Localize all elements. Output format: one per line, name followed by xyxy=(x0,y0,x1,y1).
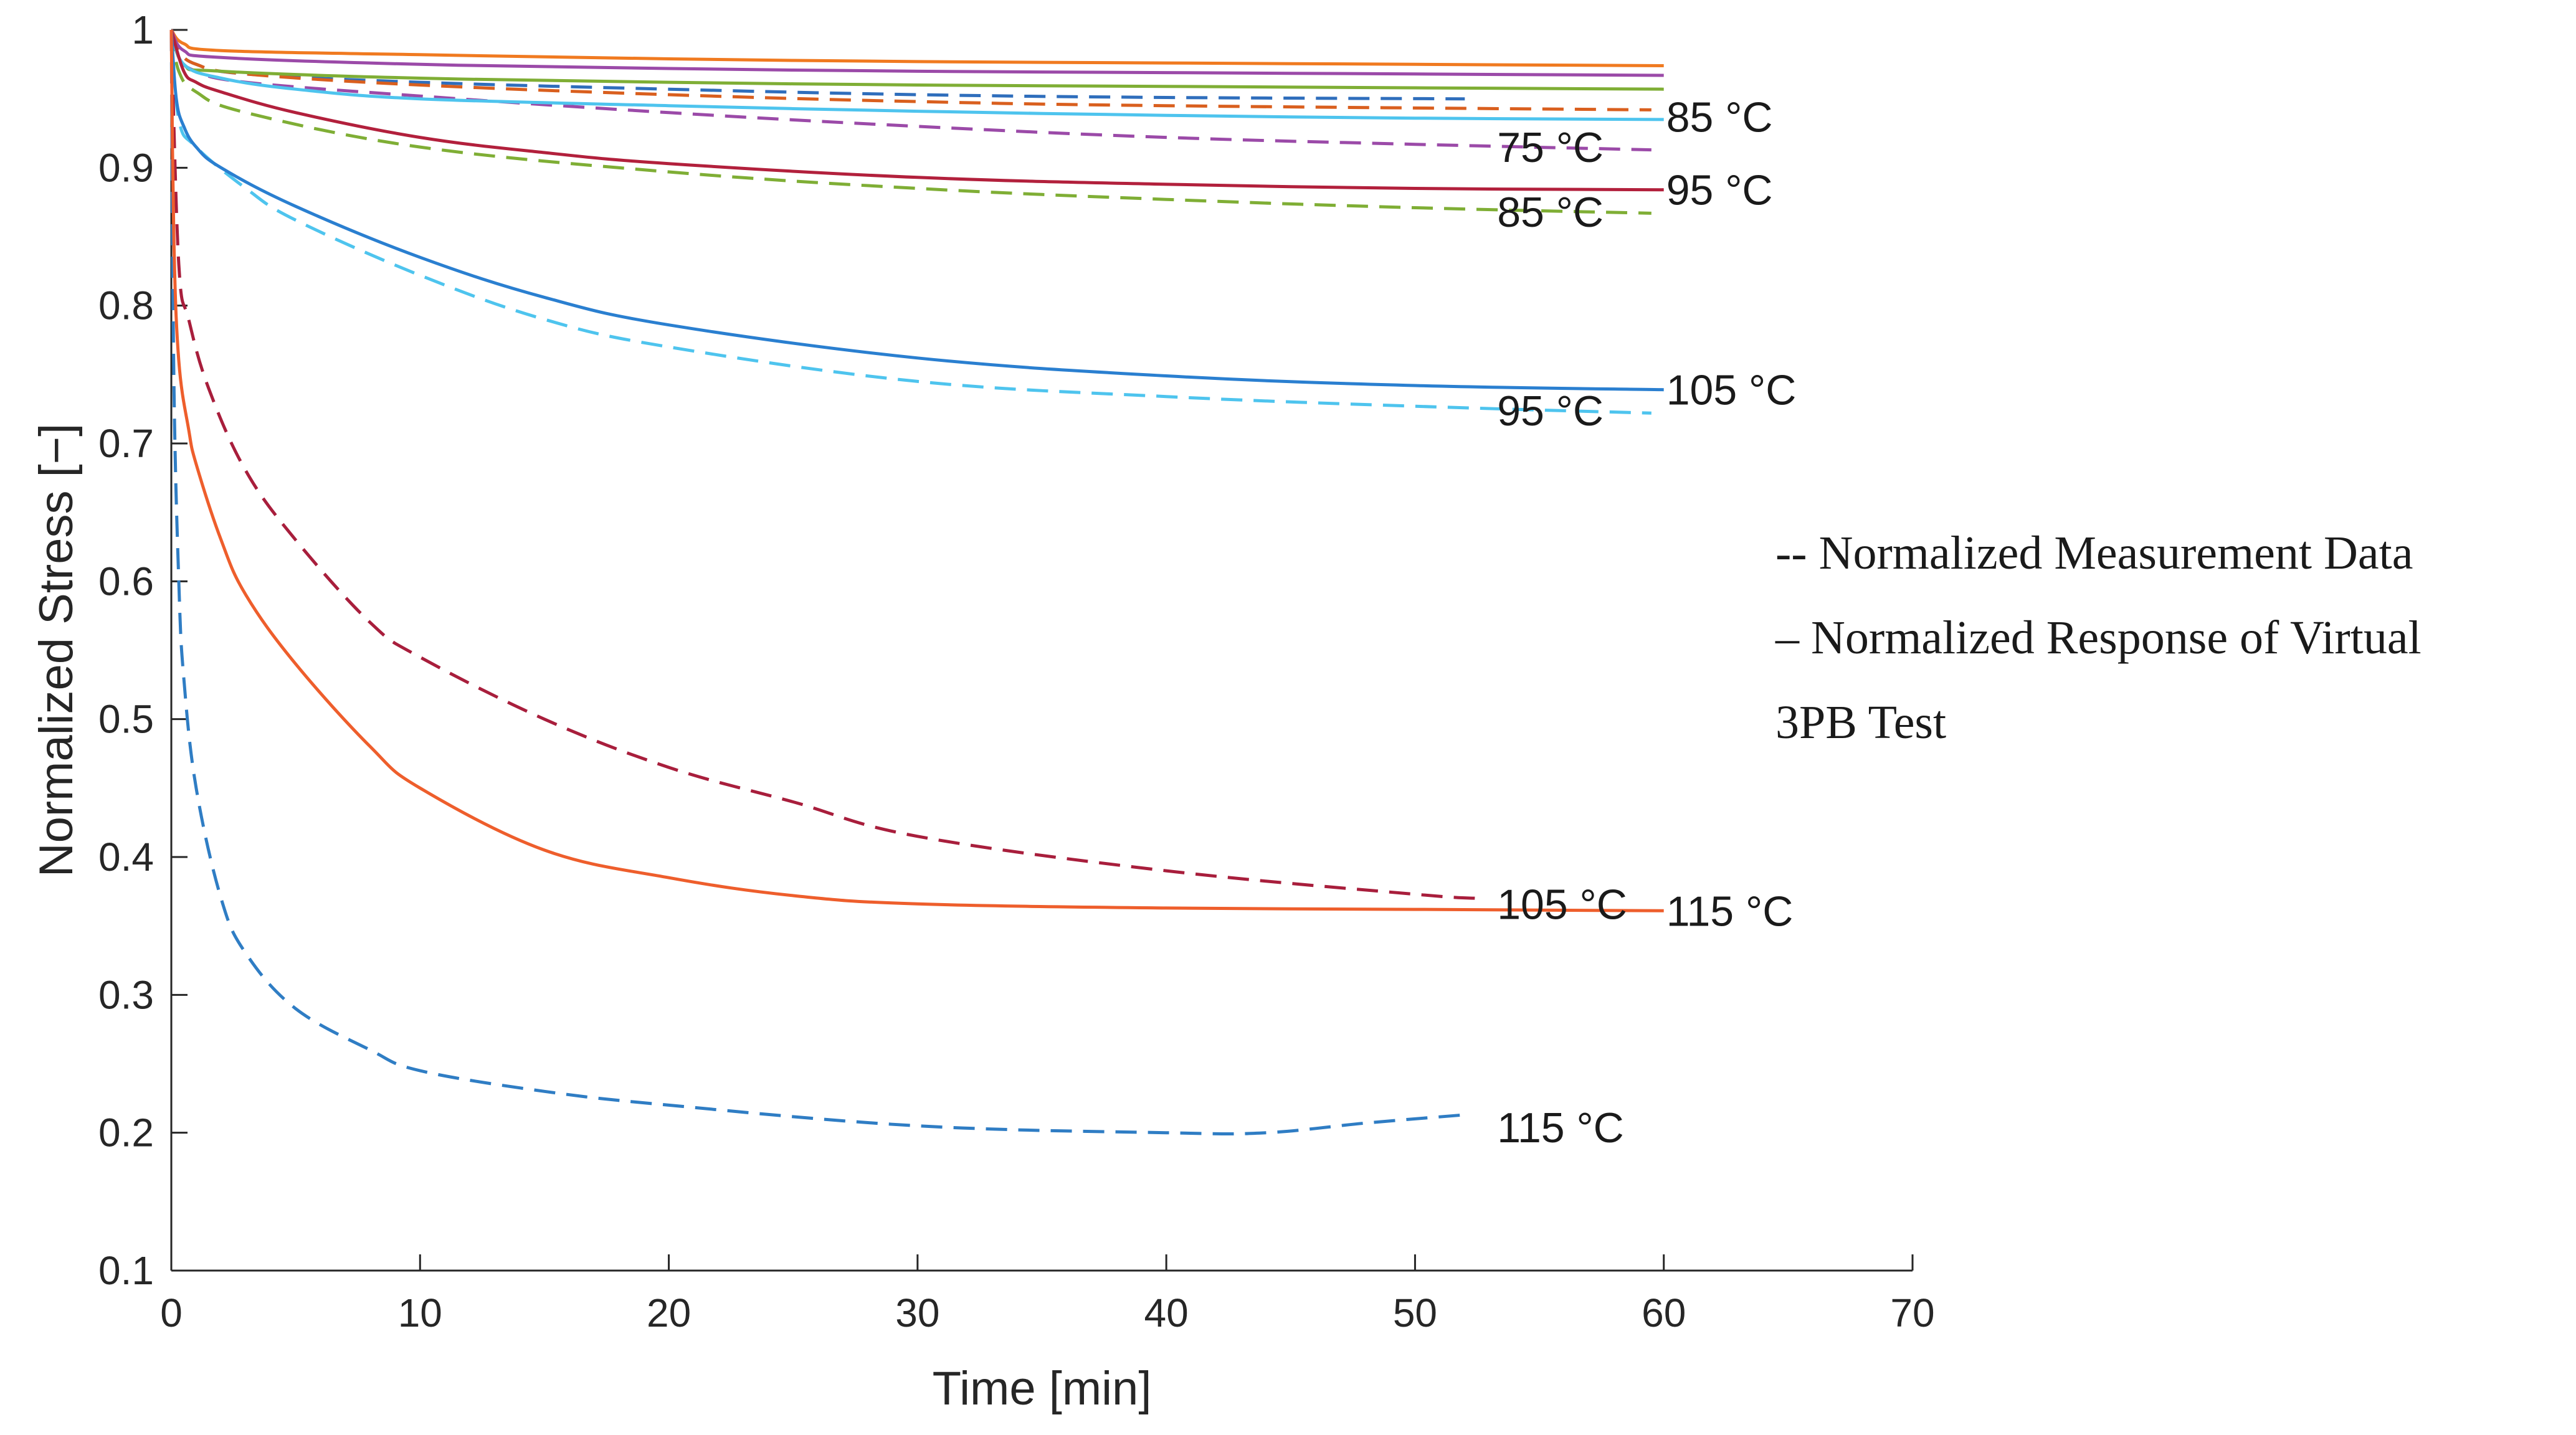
series-line-virtual-85-c xyxy=(169,29,1664,121)
y-tick-label: 0.1 xyxy=(98,1248,154,1293)
y-tick-label: 0.2 xyxy=(98,1111,154,1155)
axes-group: 0 10 20 30 40 50 60 70 0.1 0.2 0.3 0.4 0.5 0.6 0.7 0.8 0… xyxy=(98,7,1935,1335)
series-line-measured-65-c xyxy=(169,29,1652,111)
x-tick-label: 30 xyxy=(895,1291,939,1335)
series-line-measured-85-c xyxy=(169,29,1652,215)
y-tick-label: 1 xyxy=(131,7,154,52)
x-tick-label: 20 xyxy=(647,1291,691,1335)
series-line-measured-105-c xyxy=(169,29,1478,900)
series-line-measured-95-c xyxy=(169,29,1652,415)
curve-temperature-label: 105 °C xyxy=(1666,367,1797,414)
legend-entry-virtual-continued: 3PB Test xyxy=(1775,696,1947,749)
x-tick-label: 10 xyxy=(398,1291,442,1335)
y-tick-label: 0.7 xyxy=(98,421,154,466)
x-tick-label: 0 xyxy=(160,1291,183,1335)
x-tick-label: 60 xyxy=(1642,1291,1686,1335)
curve-temperature-label: 115 °C xyxy=(1497,1104,1624,1152)
curve-temperature-label: 115 °C xyxy=(1666,888,1794,935)
series-group xyxy=(169,29,1664,1136)
series-line-virtual-75-c xyxy=(169,29,1664,91)
legend-entry-virtual: – Normalized Response of Virtual xyxy=(1775,612,2422,664)
annotation-group: 85 °C 75 °C 95 °C 85 °C 105 °C 95 °C 105 °C 115… xyxy=(1497,93,1796,1151)
x-tick-label: 70 xyxy=(1890,1291,1934,1335)
legend-entry-measured: -- Normalized Measurement Data xyxy=(1775,527,2413,579)
series-line-virtual-65-c xyxy=(169,29,1664,77)
series-line-virtual-55-c xyxy=(169,29,1664,67)
curve-temperature-label: 105 °C xyxy=(1497,881,1627,928)
y-tick-label: 0.8 xyxy=(98,283,154,328)
curve-temperature-label: 75 °C xyxy=(1497,124,1604,171)
curve-temperature-label: 95 °C xyxy=(1666,167,1773,214)
series-line-virtual-115-c xyxy=(169,29,1664,912)
series-line-measured-115-c xyxy=(169,29,1465,1136)
y-tick-label: 0.3 xyxy=(98,972,154,1017)
y-tick-label: 0.4 xyxy=(98,835,154,879)
y-tick-label: 0.9 xyxy=(98,145,154,190)
curve-temperature-label: 85 °C xyxy=(1497,189,1604,236)
x-tick-label: 50 xyxy=(1393,1291,1437,1335)
legend: -- Normalized Measurement Data – Normali… xyxy=(1775,511,2422,765)
y-tick-label: 0.6 xyxy=(98,559,154,604)
series-line-virtual-95-c xyxy=(169,29,1664,192)
y-axis-title: Normalized Stress [−] xyxy=(30,424,83,878)
series-line-virtual-105-c xyxy=(169,29,1664,392)
x-tick-label: 40 xyxy=(1144,1291,1189,1335)
curve-temperature-label: 85 °C xyxy=(1666,93,1773,141)
x-axis-title: Time [min] xyxy=(933,1362,1152,1415)
curve-temperature-label: 95 °C xyxy=(1497,387,1604,435)
y-tick-label: 0.5 xyxy=(98,697,154,742)
